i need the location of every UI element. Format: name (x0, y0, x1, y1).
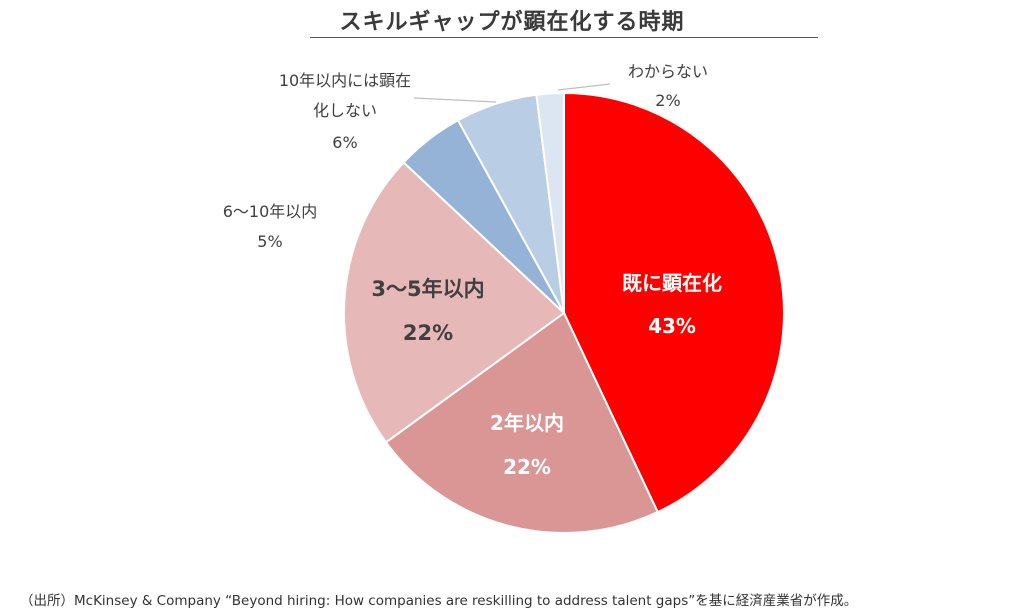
slice-label-1: 既に顕在化 (622, 271, 722, 295)
leader-line-5 (413, 97, 497, 103)
slice-label-3: 3～5年以内 (371, 277, 484, 301)
chart-title: スキルギャップが顕在化する時期 (339, 10, 685, 35)
pie-chart: 既に顕在化 43% 2年以内 22% 3～5年以内 22% 6～10年以内 5% 10年以内には… (223, 62, 785, 534)
slice-value-5: 6% (332, 133, 357, 152)
slice-label-4: 6～10年以内 (223, 202, 318, 221)
pie-slice-2 (384, 311, 660, 534)
pie-slice-3 (343, 160, 566, 444)
slice-value-2: 22% (503, 455, 551, 479)
title-underline (310, 37, 818, 38)
slice-value-4: 5% (257, 232, 282, 251)
slice-value-6: 2% (655, 91, 680, 110)
slice-value-1: 43% (648, 314, 696, 338)
pie-slice-1 (563, 91, 785, 514)
slice-label-6: わからない (628, 62, 708, 81)
slice-value-3: 22% (403, 321, 453, 345)
slice-label-2: 2年以内 (490, 411, 564, 435)
slice-label-5: 10年以内には顕在 (279, 71, 411, 90)
leader-line-6 (557, 83, 611, 91)
slice-label-5: 化しない (313, 101, 377, 120)
source-note: （出所）McKinsey & Company “Beyond hiring: H… (20, 593, 858, 609)
pie-slice-6 (535, 91, 565, 314)
